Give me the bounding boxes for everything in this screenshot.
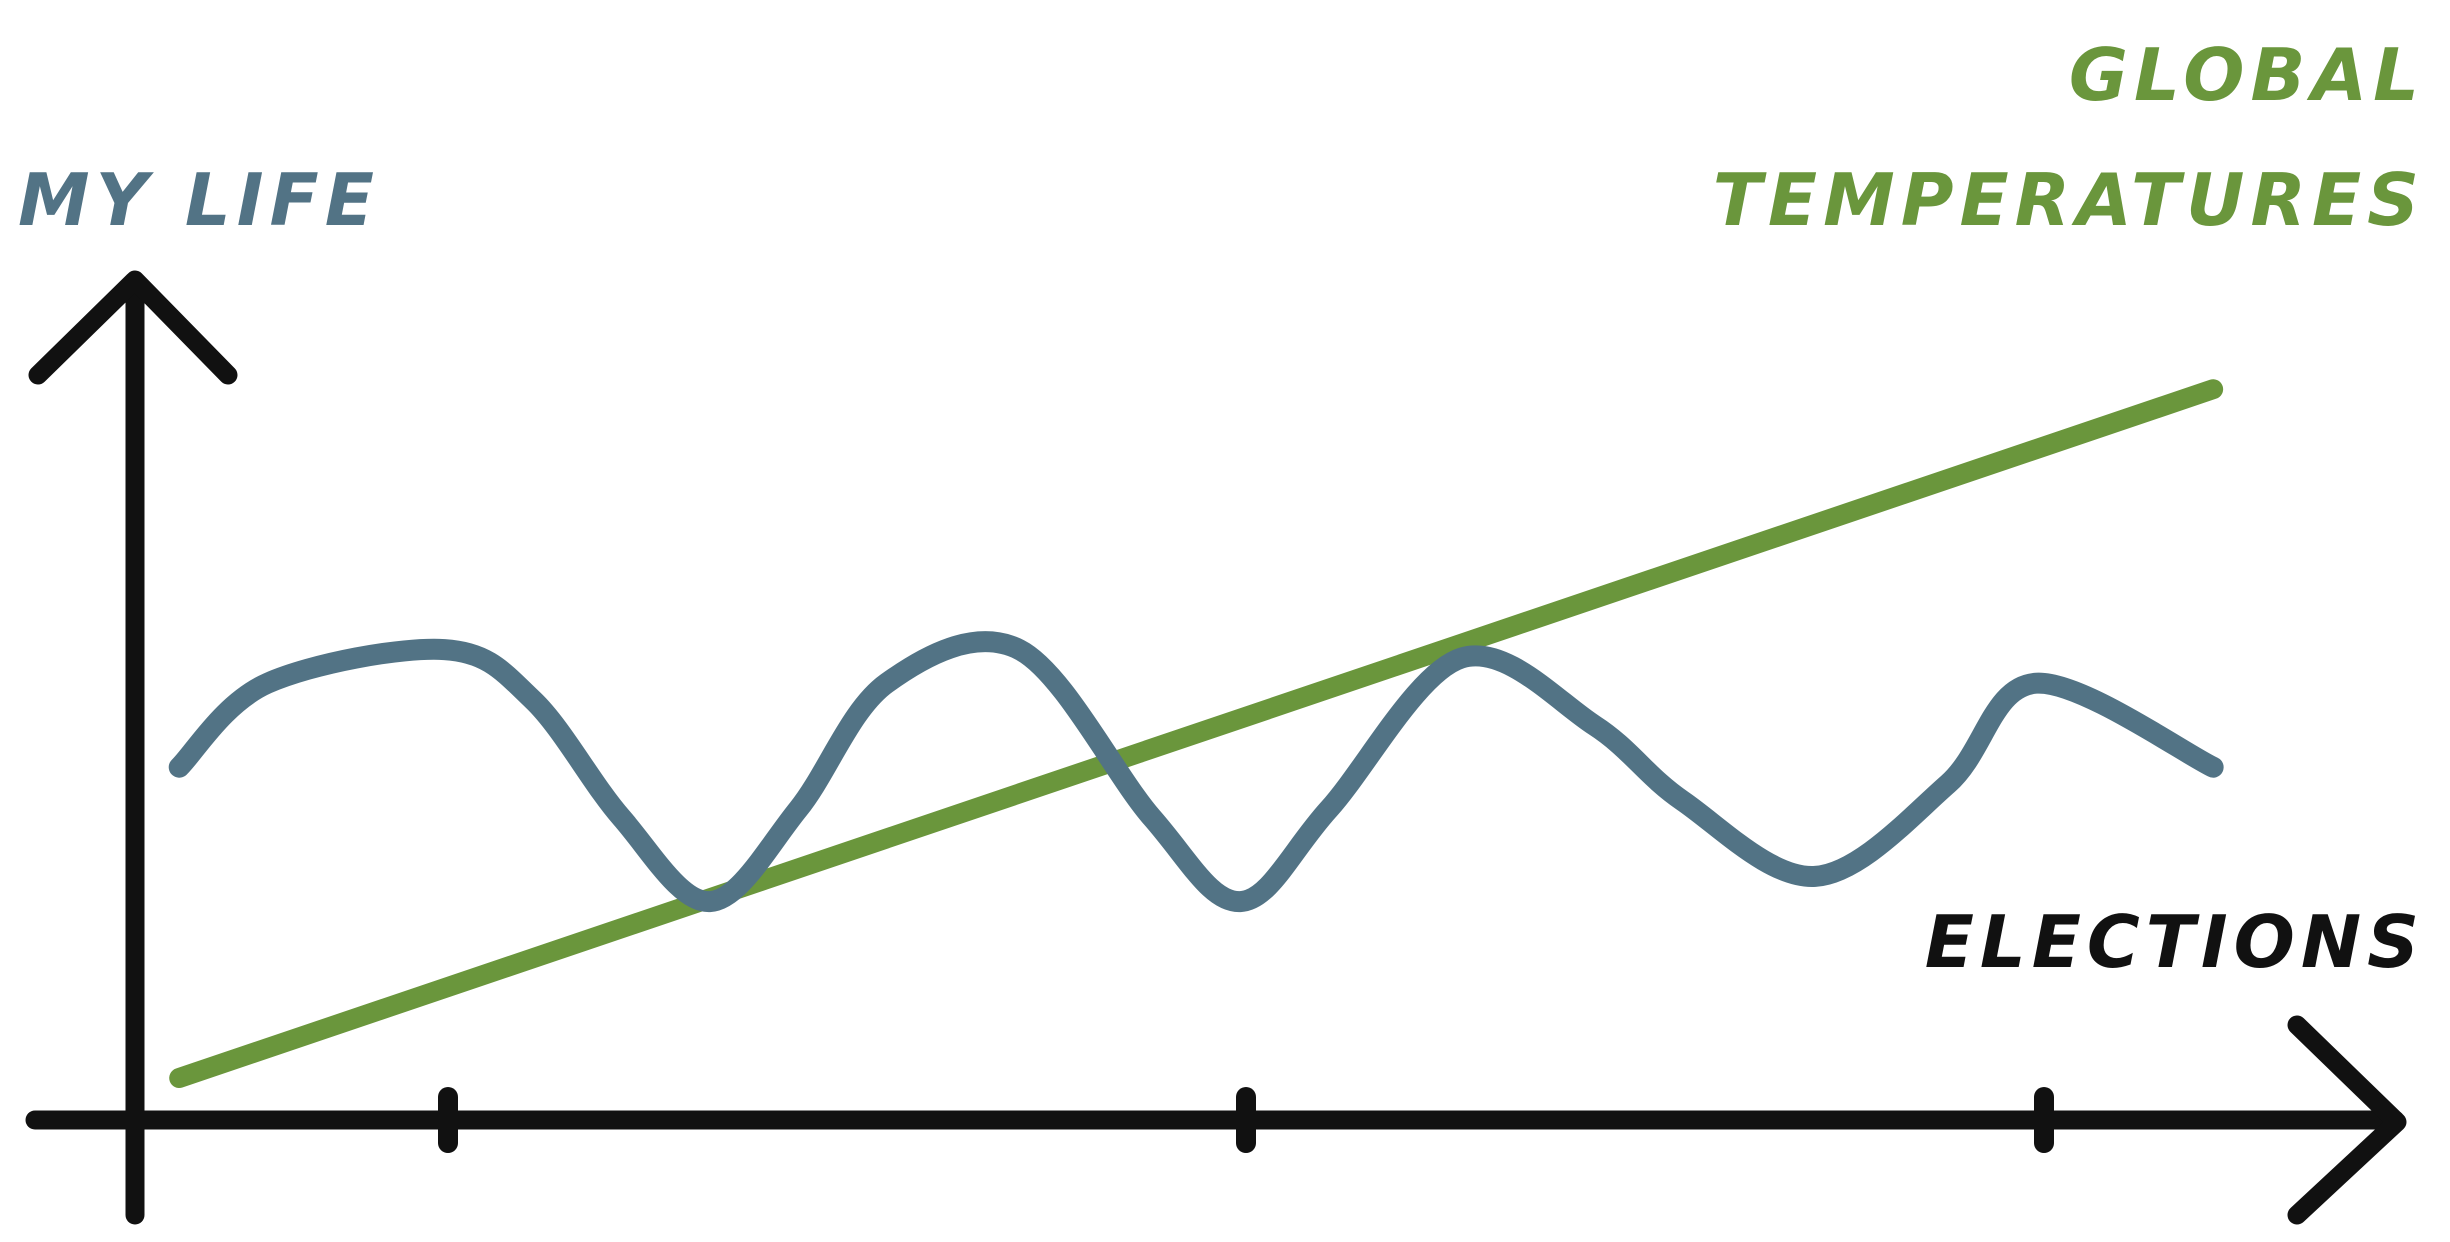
global-temperatures-label-line2: TEMPERATURES [1713,158,2425,242]
x-axis-arrowhead [2287,1015,2407,1225]
y-axis-arrowhead [28,270,238,385]
series-line-my-life [168,631,2224,913]
series [168,379,2224,1088]
series-line-global-temperatures [169,379,2224,1088]
global-temperatures-label-line1: GLOBAL [2069,33,2425,117]
x-axis-ticks [438,1087,2054,1153]
my-life-label: MY LIFE [18,158,380,242]
elections-label: ELECTIONS [1925,900,2425,984]
axes [25,270,2407,1225]
